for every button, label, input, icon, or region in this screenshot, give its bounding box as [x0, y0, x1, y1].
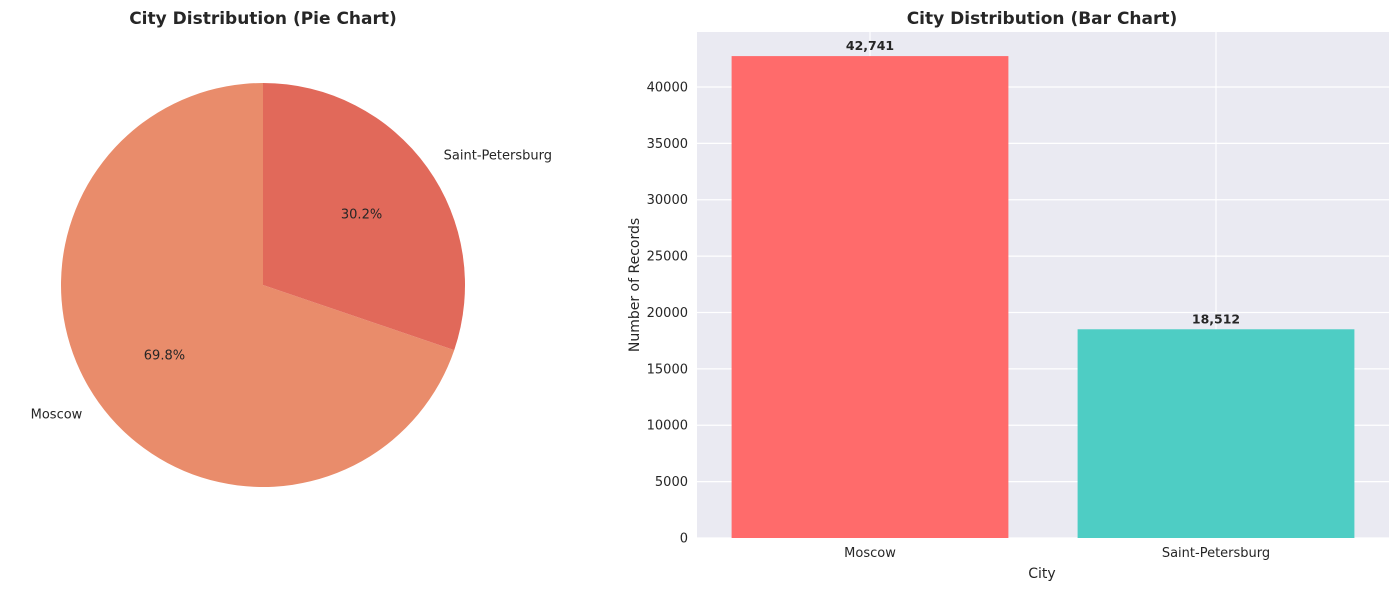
- bars: 42,741 18,512: [731, 38, 1355, 539]
- pie-label-moscow: Moscow: [31, 407, 83, 422]
- y-tick-label: 10000: [647, 419, 688, 434]
- bar-moscow: [731, 56, 1009, 539]
- y-axis-label: Number of Records: [627, 218, 643, 352]
- pie-percent-saint-petersburg: 30.2%: [341, 207, 382, 222]
- bar-chart: City Distribution (Bar Chart) 42,741 18,5…: [627, 9, 1389, 582]
- bar-value-label-moscow: 42,741: [846, 38, 894, 53]
- bar-chart-title: City Distribution (Bar Chart): [907, 9, 1178, 29]
- y-tick-label: 30000: [647, 193, 688, 208]
- bar-saint-petersburg: [1077, 329, 1355, 538]
- pie-slice-moscow: [60, 83, 455, 487]
- pie-label-saint-petersburg: Saint-Petersburg: [444, 149, 552, 164]
- y-tick-labels: 0 5000 10000 15000 20000 25000 30000 35000 40000: [647, 80, 688, 546]
- y-tick-label: 25000: [647, 250, 688, 265]
- x-tick-label-moscow: Moscow: [844, 546, 896, 561]
- pie-slices: [60, 83, 465, 487]
- y-tick-label: 0: [680, 532, 688, 547]
- pie-labels: 69.8% Moscow 30.2% Saint-Petersburg: [31, 149, 552, 423]
- x-tick-labels: Moscow Saint-Petersburg: [844, 546, 1270, 561]
- bar-value-label-saint-petersburg: 18,512: [1192, 311, 1240, 326]
- x-axis-label: City: [1028, 566, 1055, 582]
- y-tick-label: 20000: [647, 306, 688, 321]
- pie-percent-moscow: 69.8%: [144, 349, 185, 364]
- y-tick-label: 5000: [655, 475, 688, 490]
- pie-chart: City Distribution (Pie Chart) 69.8% Mosco…: [31, 9, 552, 487]
- x-tick-label-saint-petersburg: Saint-Petersburg: [1162, 546, 1270, 561]
- pie-slice-saint-petersburg: [263, 83, 465, 351]
- y-tick-label: 40000: [647, 80, 688, 95]
- y-tick-label: 35000: [647, 137, 688, 152]
- pie-chart-title: City Distribution (Pie Chart): [129, 9, 397, 29]
- y-tick-label: 15000: [647, 362, 688, 377]
